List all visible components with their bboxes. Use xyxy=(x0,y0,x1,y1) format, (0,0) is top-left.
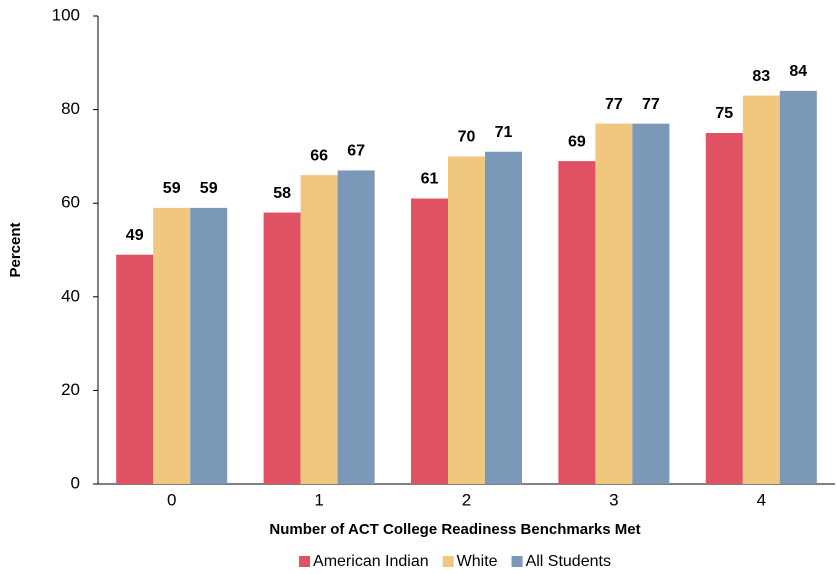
data-label: 70 xyxy=(458,129,476,146)
y-tick-label: 40 xyxy=(61,286,80,305)
bar xyxy=(116,254,154,484)
y-axis-title: Percent xyxy=(7,222,24,277)
legend-label: American Indian xyxy=(313,553,429,570)
bar xyxy=(595,123,633,484)
data-label: 69 xyxy=(568,133,586,150)
data-label: 75 xyxy=(715,105,733,122)
data-label: 66 xyxy=(310,147,328,164)
bar xyxy=(263,212,301,484)
x-axis-title: Number of ACT College Readiness Benchmar… xyxy=(269,521,640,538)
bar xyxy=(705,133,743,484)
x-tick-label: 2 xyxy=(462,490,471,509)
bar xyxy=(632,123,670,484)
y-tick-label: 100 xyxy=(52,5,80,24)
data-label: 71 xyxy=(495,124,513,141)
legend-swatch xyxy=(442,556,454,567)
y-tick-label: 0 xyxy=(71,473,80,492)
x-tick-label: 1 xyxy=(314,490,323,509)
bar xyxy=(153,207,191,484)
x-tick-label: 4 xyxy=(757,490,766,509)
legend-swatch xyxy=(299,556,311,567)
data-label: 83 xyxy=(752,68,770,85)
data-label: 84 xyxy=(789,63,807,80)
data-label: 59 xyxy=(200,180,218,197)
bar xyxy=(448,156,485,484)
y-tick-label: 80 xyxy=(61,99,80,118)
data-label: 77 xyxy=(605,96,623,113)
data-label: 49 xyxy=(126,227,144,244)
data-label: 61 xyxy=(421,171,439,188)
bar xyxy=(779,90,817,484)
data-label: 58 xyxy=(273,185,291,202)
bar xyxy=(485,151,522,484)
y-tick-label: 20 xyxy=(61,380,80,399)
bar xyxy=(411,198,448,484)
data-label: 59 xyxy=(163,180,181,197)
bar xyxy=(190,207,228,484)
legend-label: All Students xyxy=(526,553,611,570)
bar xyxy=(742,95,780,484)
data-label: 77 xyxy=(642,96,660,113)
data-label: 67 xyxy=(347,143,365,160)
legend-swatch xyxy=(511,556,523,567)
x-tick-label: 3 xyxy=(609,490,618,509)
y-tick-label: 60 xyxy=(61,193,80,212)
bar xyxy=(300,175,338,484)
bar xyxy=(337,170,375,484)
x-tick-label: 0 xyxy=(167,490,176,509)
legend-label: White xyxy=(457,553,498,570)
bar xyxy=(558,161,596,484)
